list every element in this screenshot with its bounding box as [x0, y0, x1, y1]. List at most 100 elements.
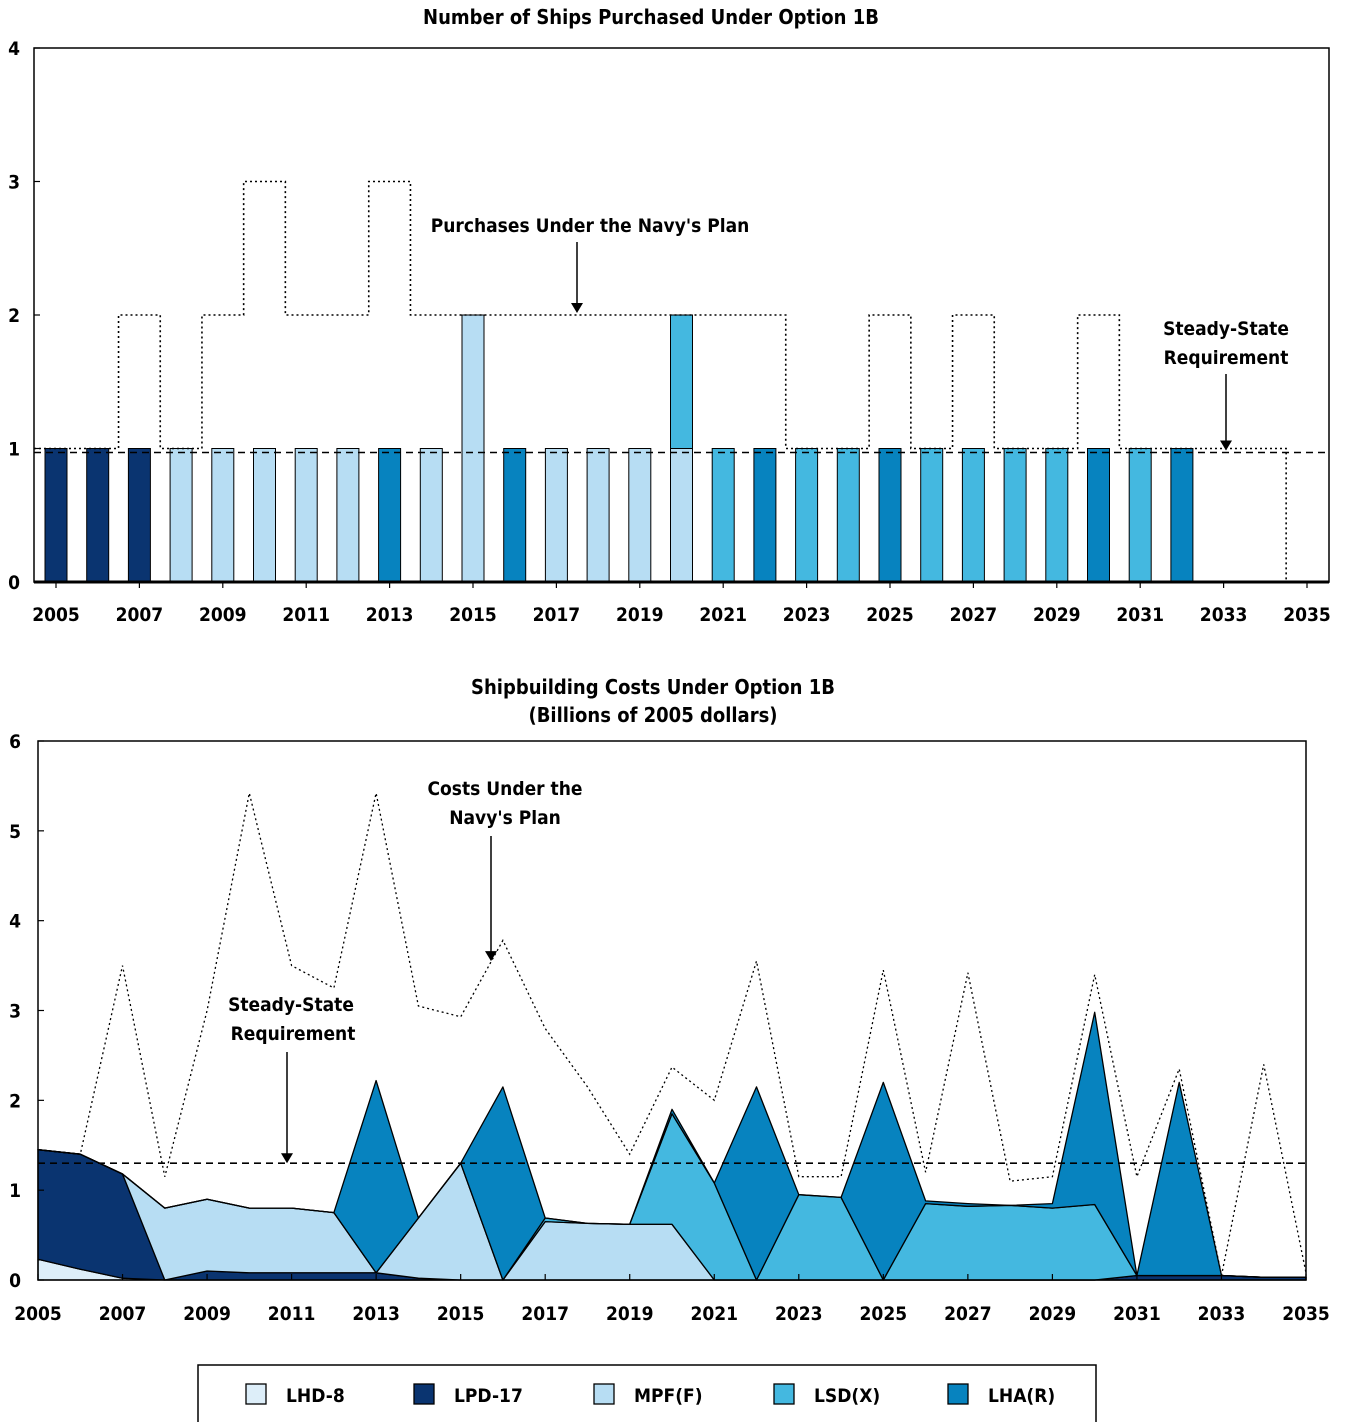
ships-annotations: Purchases Under the Navy's Plan Steady-St… [431, 215, 1289, 451]
legend-label-lsdx: LSD(X) [814, 1385, 880, 1407]
ships-x-tick-label: 2031 [1116, 604, 1164, 626]
legend-swatch-lhar [947, 1383, 969, 1405]
costs-y-tick-label: 0 [9, 1270, 21, 1292]
ships-y-tick-label: 2 [8, 305, 20, 327]
ship-bar-2008-mpff [169, 448, 193, 583]
ship-bar-2019-mpff [628, 448, 652, 583]
ship-bar-2005-lpd-17 [44, 448, 68, 583]
ship-bar-2009-mpff [211, 448, 235, 583]
ships-x-tick-label: 2033 [1200, 604, 1248, 626]
costs-x-tick-label: 2021 [690, 1303, 738, 1325]
legend-swatch-mpff [593, 1383, 615, 1405]
ships-x-tick-label: 2007 [116, 604, 164, 626]
ship-bar-2010-mpff [253, 448, 276, 583]
costs-x-tick-label: 2019 [606, 1303, 654, 1325]
costs-x-tick-label: 2005 [14, 1303, 62, 1325]
costs-x-tick-label: 2035 [1282, 1303, 1330, 1325]
ships-x-tick-label: 2027 [950, 604, 998, 626]
ship-bar-2018-mpff [586, 448, 610, 583]
costs-steady-state-annotation: Steady-State [228, 994, 354, 1016]
costs-steady-state-arrowhead [281, 1153, 293, 1164]
costs-x-tick-label: 2007 [99, 1303, 147, 1325]
ship-bar-2017-mpff [544, 448, 568, 583]
ships-bars [44, 314, 1194, 583]
ship-bar-2029-lsdx [1045, 448, 1069, 583]
costs-x-tick-label: 2015 [437, 1303, 485, 1325]
legend: LHD-8 LPD-17 MPF(F) LSD(X) LHA(R) [197, 1364, 1097, 1426]
ship-bar-2007-lpd-17 [127, 448, 151, 583]
ships-x-tick-label: 2005 [32, 604, 80, 626]
ship-bar-2015-mpff [461, 314, 485, 583]
ship-bar-2024-lsdx [836, 448, 860, 583]
ships-x-axis: 2005 2007 2009 2011 2013 2015 2017 2019 2021 2023… [32, 582, 1331, 626]
costs-y-axis: 0 1 2 3 4 5 6 [9, 731, 44, 1292]
ship-bar-2020-lsdx [670, 314, 693, 449]
ship-bar-2012-mpff [336, 448, 360, 583]
costs-navy-plan-annotation-line2: Navy's Plan [449, 807, 561, 829]
costs-navy-plan-arrowhead [485, 951, 497, 962]
ship-bar-2013-lhar [378, 448, 402, 583]
costs-y-tick-label: 3 [9, 1001, 21, 1023]
ships-y-tick-label: 0 [8, 572, 20, 594]
costs-y-tick-label: 4 [9, 911, 21, 933]
costs-x-tick-label: 2033 [1198, 1303, 1246, 1325]
ships-chart-title: Number of Ships Purchased Under Option 1… [423, 5, 879, 29]
ships-y-axis: 0 1 2 3 4 [8, 38, 40, 594]
legend-box [197, 1364, 1097, 1426]
ship-bar-2016-lhar [503, 448, 527, 583]
legend-swatch-lsdx [773, 1383, 795, 1405]
legend-swatch-lhd-8 [245, 1383, 267, 1405]
ship-bar-2023-lsdx [795, 448, 819, 583]
ship-bar-2020-mpff [670, 448, 693, 583]
ships-x-tick-label: 2029 [1033, 604, 1081, 626]
costs-steady-state-annotation-line2: Requirement [231, 1023, 356, 1045]
ship-bar-2030-lhar [1087, 448, 1110, 583]
ship-bar-2021-lsdx [711, 448, 735, 583]
ships-x-tick-label: 2015 [449, 604, 497, 626]
ships-x-tick-label: 2019 [616, 604, 664, 626]
ship-bar-2028-lsdx [1003, 448, 1027, 583]
costs-y-tick-label: 5 [9, 821, 21, 843]
costs-x-tick-label: 2013 [352, 1303, 400, 1325]
ships-x-tick-label: 2017 [533, 604, 581, 626]
costs-navy-plan-annotation: Costs Under the [428, 778, 583, 800]
ships-x-tick-label: 2011 [282, 604, 330, 626]
costs-chart-title: Shipbuilding Costs Under Option 1B [471, 675, 835, 699]
costs-chart: Shipbuilding Costs Under Option 1B (Bill… [9, 675, 1330, 1325]
costs-x-tick-label: 2017 [521, 1303, 569, 1325]
ships-x-tick-label: 2013 [366, 604, 414, 626]
legend-label-lhd-8: LHD-8 [286, 1385, 345, 1407]
costs-x-tick-label: 2029 [1029, 1303, 1077, 1325]
ship-bar-2022-lhar [753, 448, 777, 583]
costs-chart-subtitle: (Billions of 2005 dollars) [528, 703, 777, 727]
costs-annotations: Costs Under the Navy's Plan Steady-State Re… [228, 778, 583, 1164]
costs-y-tick-label: 2 [9, 1090, 21, 1112]
ship-bar-2011-mpff [294, 448, 318, 583]
costs-x-tick-label: 2009 [183, 1303, 231, 1325]
steady-state-annotation: Steady-State [1163, 318, 1289, 340]
ship-bar-2027-lsdx [961, 448, 985, 583]
ships-x-tick-label: 2035 [1283, 604, 1331, 626]
costs-x-tick-label: 2027 [944, 1303, 992, 1325]
ships-y-tick-label: 4 [8, 38, 20, 60]
costs-x-tick-label: 2025 [860, 1303, 908, 1325]
ships-x-tick-label: 2009 [199, 604, 247, 626]
ship-bar-2032-lhar [1170, 448, 1194, 583]
ships-x-tick-label: 2025 [866, 604, 914, 626]
legend-swatch-lpd-17 [413, 1383, 435, 1405]
costs-x-axis: 2005 2007 2009 2011 2013 2015 2017 2019 2021 2023… [14, 1274, 1330, 1325]
steady-state-arrowhead [1220, 440, 1232, 451]
steady-state-annotation-line2: Requirement [1164, 347, 1289, 369]
legend-label-lhar: LHA(R) [988, 1385, 1055, 1407]
legend-label-mpff: MPF(F) [634, 1385, 703, 1407]
costs-x-tick-label: 2011 [268, 1303, 316, 1325]
ships-y-tick-label: 1 [8, 439, 20, 461]
costs-x-tick-label: 2031 [1113, 1303, 1161, 1325]
ship-bar-2025-lhar [878, 448, 902, 583]
ships-y-tick-label: 3 [8, 172, 20, 194]
navy-plan-arrowhead [571, 303, 583, 313]
ship-bar-2006-lpd-17 [86, 448, 110, 583]
ships-navy-plan-line [34, 180, 1328, 583]
